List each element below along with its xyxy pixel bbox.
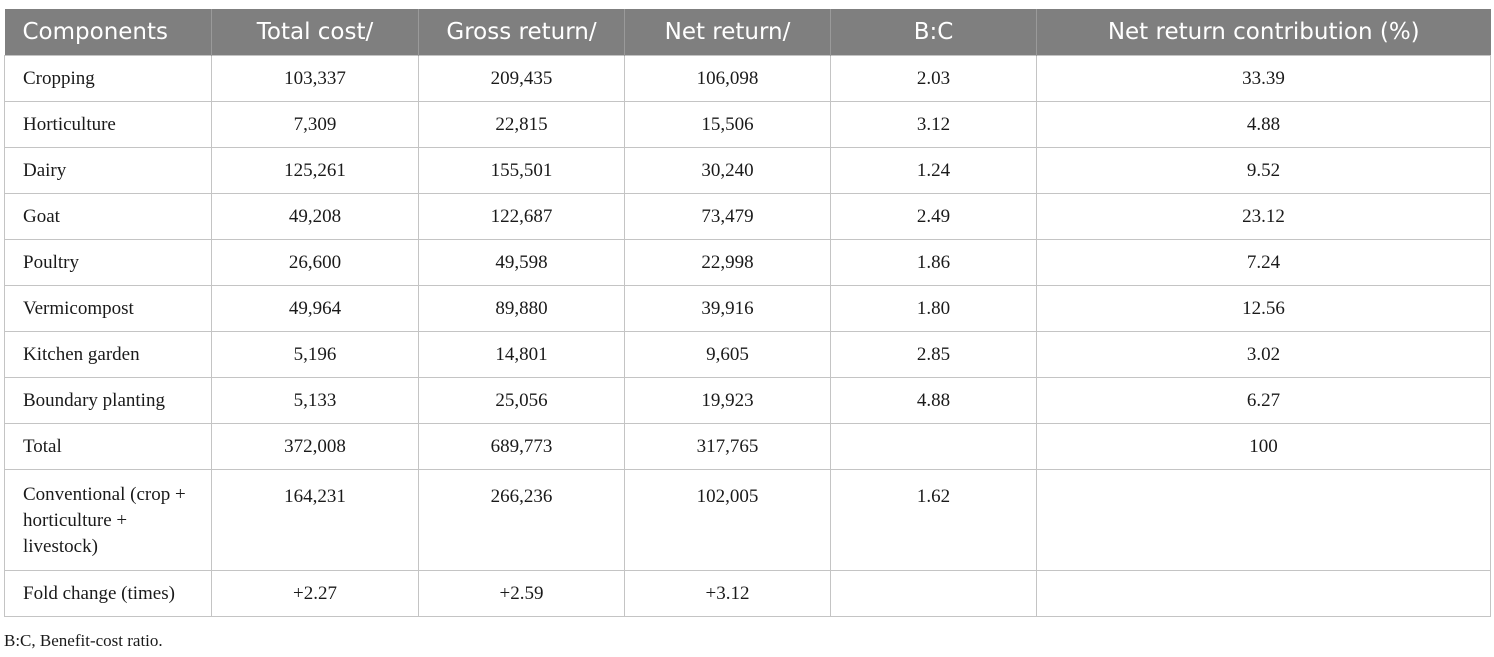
header-net-return: Net return/ (624, 9, 831, 56)
cell-contribution (1036, 469, 1491, 571)
cell-component: Vermicompost (4, 285, 212, 332)
cell-bc-ratio: 2.03 (830, 55, 1037, 102)
table-header-row: Components Total cost/ Gross return/ Net… (4, 9, 1491, 56)
cell-contribution: 33.39 (1036, 55, 1491, 102)
header-net-return-contribution: Net return contribution (%) (1036, 9, 1491, 56)
cell-contribution: 23.12 (1036, 193, 1491, 240)
cell-component: Goat (4, 193, 212, 240)
cell-total-cost: 49,964 (211, 285, 419, 332)
cell-contribution (1036, 570, 1491, 617)
cell-gross-return: 22,815 (418, 101, 625, 148)
cell-gross-return: 689,773 (418, 423, 625, 470)
cell-contribution: 4.88 (1036, 101, 1491, 148)
cell-contribution: 3.02 (1036, 331, 1491, 378)
header-total-cost: Total cost/ (211, 9, 419, 56)
cell-gross-return: 89,880 (418, 285, 625, 332)
cell-total-cost: 26,600 (211, 239, 419, 286)
cell-net-return: 102,005 (624, 469, 831, 571)
table-row: Dairy 125,261 155,501 30,240 1.24 9.52 (4, 147, 1491, 194)
cell-component: Kitchen garden (4, 331, 212, 378)
cell-bc-ratio: 1.80 (830, 285, 1037, 332)
cell-net-return: 22,998 (624, 239, 831, 286)
cell-total-cost: 372,008 (211, 423, 419, 470)
header-components: Components (4, 9, 212, 56)
cell-gross-return: 155,501 (418, 147, 625, 194)
cell-net-return: 39,916 (624, 285, 831, 332)
cell-component: Dairy (4, 147, 212, 194)
cell-component: Cropping (4, 55, 212, 102)
table-row-conventional: Conventional (crop + horticulture + live… (4, 469, 1491, 571)
cell-contribution: 12.56 (1036, 285, 1491, 332)
cell-total-cost: 5,133 (211, 377, 419, 424)
cell-bc-ratio: 4.88 (830, 377, 1037, 424)
cell-bc-ratio: 1.24 (830, 147, 1037, 194)
cell-net-return: 30,240 (624, 147, 831, 194)
cell-bc-ratio (830, 570, 1037, 617)
cell-bc-ratio (830, 423, 1037, 470)
table-row: Kitchen garden 5,196 14,801 9,605 2.85 3… (4, 331, 1491, 378)
cell-contribution: 100 (1036, 423, 1491, 470)
table-row: Poultry 26,600 49,598 22,998 1.86 7.24 (4, 239, 1491, 286)
header-bc-ratio: B:C (830, 9, 1037, 56)
cell-net-return: 73,479 (624, 193, 831, 240)
cell-net-return: 317,765 (624, 423, 831, 470)
cell-net-return: 9,605 (624, 331, 831, 378)
table-row: Vermicompost 49,964 89,880 39,916 1.80 1… (4, 285, 1491, 332)
cell-total-cost: 5,196 (211, 331, 419, 378)
cell-bc-ratio: 2.49 (830, 193, 1037, 240)
cell-contribution: 6.27 (1036, 377, 1491, 424)
cell-total-cost: 125,261 (211, 147, 419, 194)
cell-component: Boundary planting (4, 377, 212, 424)
cell-total-cost: 49,208 (211, 193, 419, 240)
cell-net-return: 106,098 (624, 55, 831, 102)
cell-contribution: 7.24 (1036, 239, 1491, 286)
table-row: Goat 49,208 122,687 73,479 2.49 23.12 (4, 193, 1491, 240)
table-row-total: Total 372,008 689,773 317,765 100 (4, 423, 1491, 470)
cell-total-cost: 103,337 (211, 55, 419, 102)
cell-gross-return: 49,598 (418, 239, 625, 286)
table-row: Horticulture 7,309 22,815 15,506 3.12 4.… (4, 101, 1491, 148)
cell-component: Horticulture (4, 101, 212, 148)
table-footnote: B:C, Benefit-cost ratio. (4, 631, 163, 650)
header-gross-return: Gross return/ (418, 9, 625, 56)
cell-net-return: 15,506 (624, 101, 831, 148)
cell-total-cost: +2.27 (211, 570, 419, 617)
cell-bc-ratio: 1.86 (830, 239, 1037, 286)
cell-component: Poultry (4, 239, 212, 286)
cell-gross-return: 266,236 (418, 469, 625, 571)
cell-net-return: +3.12 (624, 570, 831, 617)
cell-gross-return: 122,687 (418, 193, 625, 240)
cell-contribution: 9.52 (1036, 147, 1491, 194)
table-row: Cropping 103,337 209,435 106,098 2.03 33… (4, 55, 1491, 102)
economics-table: Components Total cost/ Gross return/ Net… (4, 9, 1491, 617)
cell-gross-return: 209,435 (418, 55, 625, 102)
table-row: Boundary planting 5,133 25,056 19,923 4.… (4, 377, 1491, 424)
cell-bc-ratio: 2.85 (830, 331, 1037, 378)
cell-gross-return: 14,801 (418, 331, 625, 378)
cell-bc-ratio: 1.62 (830, 469, 1037, 571)
cell-gross-return: +2.59 (418, 570, 625, 617)
cell-total-cost: 7,309 (211, 101, 419, 148)
cell-net-return: 19,923 (624, 377, 831, 424)
cell-component: Conventional (crop + horticulture + live… (4, 469, 212, 571)
cell-total-cost: 164,231 (211, 469, 419, 571)
table-row-fold-change: Fold change (times) +2.27 +2.59 +3.12 (4, 570, 1491, 617)
cell-component: Total (4, 423, 212, 470)
economics-table-container: Components Total cost/ Gross return/ Net… (4, 9, 1491, 617)
cell-bc-ratio: 3.12 (830, 101, 1037, 148)
cell-component: Fold change (times) (4, 570, 212, 617)
cell-gross-return: 25,056 (418, 377, 625, 424)
